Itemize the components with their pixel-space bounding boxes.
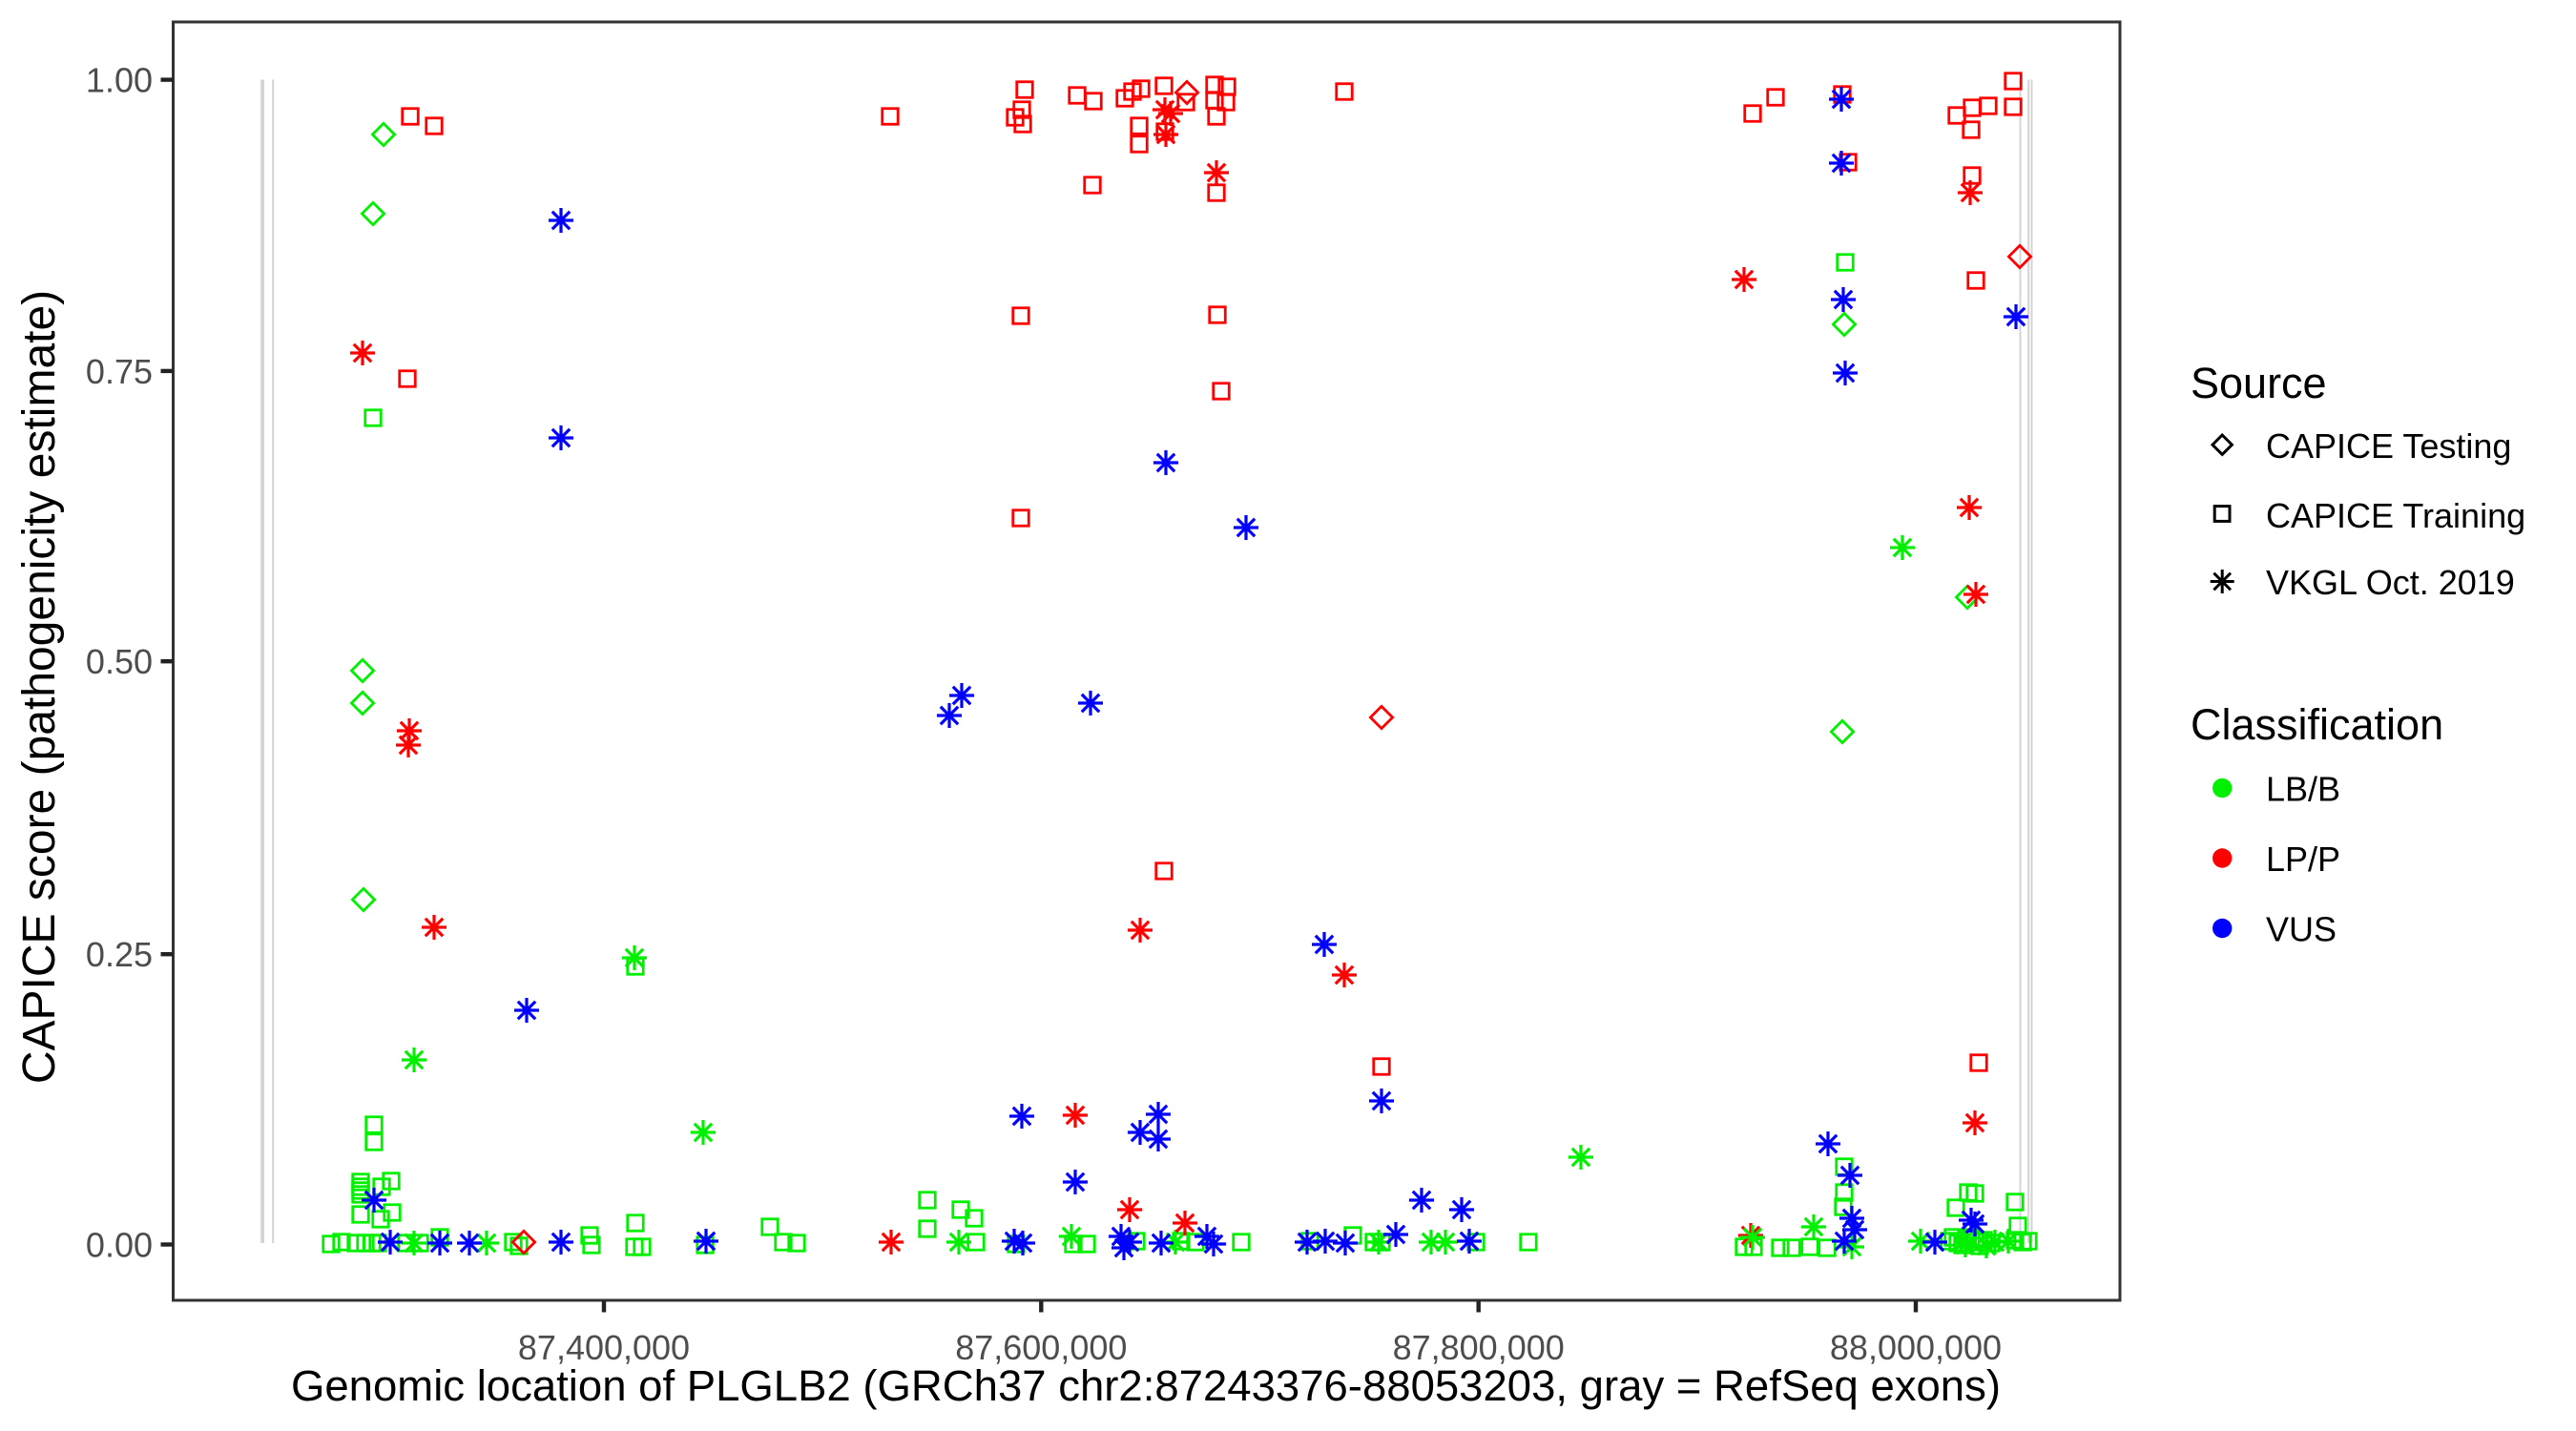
svg-text:87,800,000: 87,800,000 [1393,1328,1565,1367]
svg-text:Genomic location of PLGLB2 (GR: Genomic location of PLGLB2 (GRCh37 chr2:… [291,1361,2001,1410]
svg-text:Source: Source [2191,359,2327,407]
svg-text:CAPICE score (pathogenicity es: CAPICE score (pathogenicity estimate) [14,290,65,1084]
svg-text:0.75: 0.75 [86,352,153,391]
svg-text:87,600,000: 87,600,000 [955,1328,1127,1367]
svg-text:Classification: Classification [2191,700,2443,749]
svg-text:88,000,000: 88,000,000 [1830,1328,2002,1367]
svg-text:87,400,000: 87,400,000 [518,1328,690,1367]
svg-text:LP/P: LP/P [2266,840,2340,879]
svg-text:VUS: VUS [2266,910,2337,949]
svg-text:0.50: 0.50 [86,642,153,681]
svg-text:LB/B: LB/B [2266,770,2340,809]
svg-text:0.00: 0.00 [86,1226,153,1265]
svg-text:VKGL Oct. 2019: VKGL Oct. 2019 [2266,563,2515,602]
svg-text:CAPICE Training: CAPICE Training [2266,496,2525,535]
svg-text:CAPICE Testing: CAPICE Testing [2266,426,2511,466]
svg-text:1.00: 1.00 [86,61,153,100]
svg-text:0.25: 0.25 [86,935,153,974]
